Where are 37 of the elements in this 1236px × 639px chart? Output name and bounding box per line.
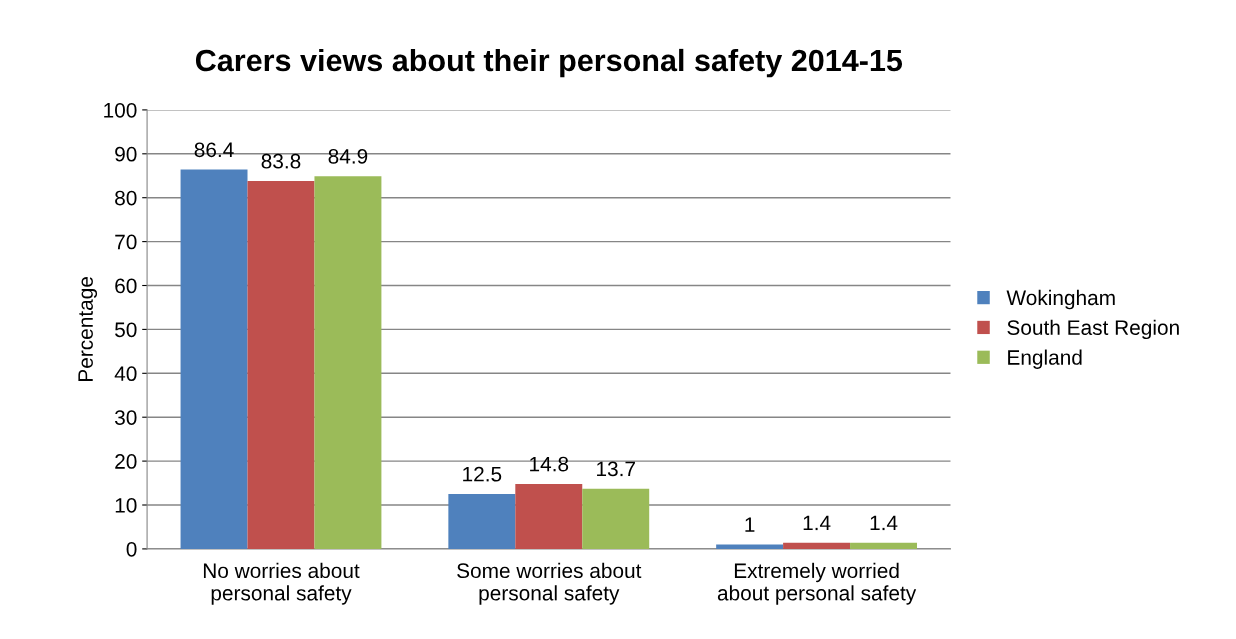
data-label: 14.8	[530, 456, 569, 472]
legend-label: Wokingham	[1006, 289, 1115, 310]
bar	[180, 169, 248, 549]
data-label: 84.9	[328, 148, 368, 164]
y-axis-title: Percentage	[78, 277, 98, 381]
data-label: 12.5	[463, 466, 502, 482]
y-tick-label: 100	[104, 102, 137, 118]
y-tick-label: 20	[115, 454, 137, 469]
x-tick-label: No worries about personal safety	[203, 562, 360, 605]
data-label: 83.8	[261, 153, 301, 169]
bar	[515, 483, 583, 549]
y-tick-label: 30	[114, 410, 137, 425]
bar	[582, 488, 650, 549]
y-tick-label: 40	[114, 366, 137, 382]
y-tick-label: 80	[115, 190, 137, 206]
data-label: 1.4	[870, 515, 898, 531]
legend-label: South East Region	[1007, 319, 1179, 340]
data-label: 13.7	[597, 461, 635, 477]
x-tick-label: Extremely worried about personal safety	[717, 562, 917, 605]
bar	[314, 176, 382, 549]
y-tick-label: 70	[115, 234, 137, 250]
x-tick-label: Some worries about personal safety	[457, 562, 642, 605]
y-tick-label: 50	[115, 322, 137, 338]
bar	[783, 542, 851, 549]
y-tick-label: 60	[115, 278, 137, 294]
y-tick-label: 0	[126, 541, 137, 557]
bar	[247, 181, 315, 549]
bar	[850, 542, 918, 549]
chart-title: Carers views about their personal safety 2014-15	[195, 48, 903, 78]
data-label: 86.4	[194, 142, 234, 158]
data-label: 1.4	[803, 515, 831, 531]
y-tick-label: 10	[115, 498, 137, 513]
data-label: 1	[745, 517, 755, 532]
bar	[716, 544, 784, 549]
y-tick-label: 90	[115, 146, 137, 162]
legend-label: England	[1008, 349, 1082, 369]
bar	[448, 494, 516, 549]
